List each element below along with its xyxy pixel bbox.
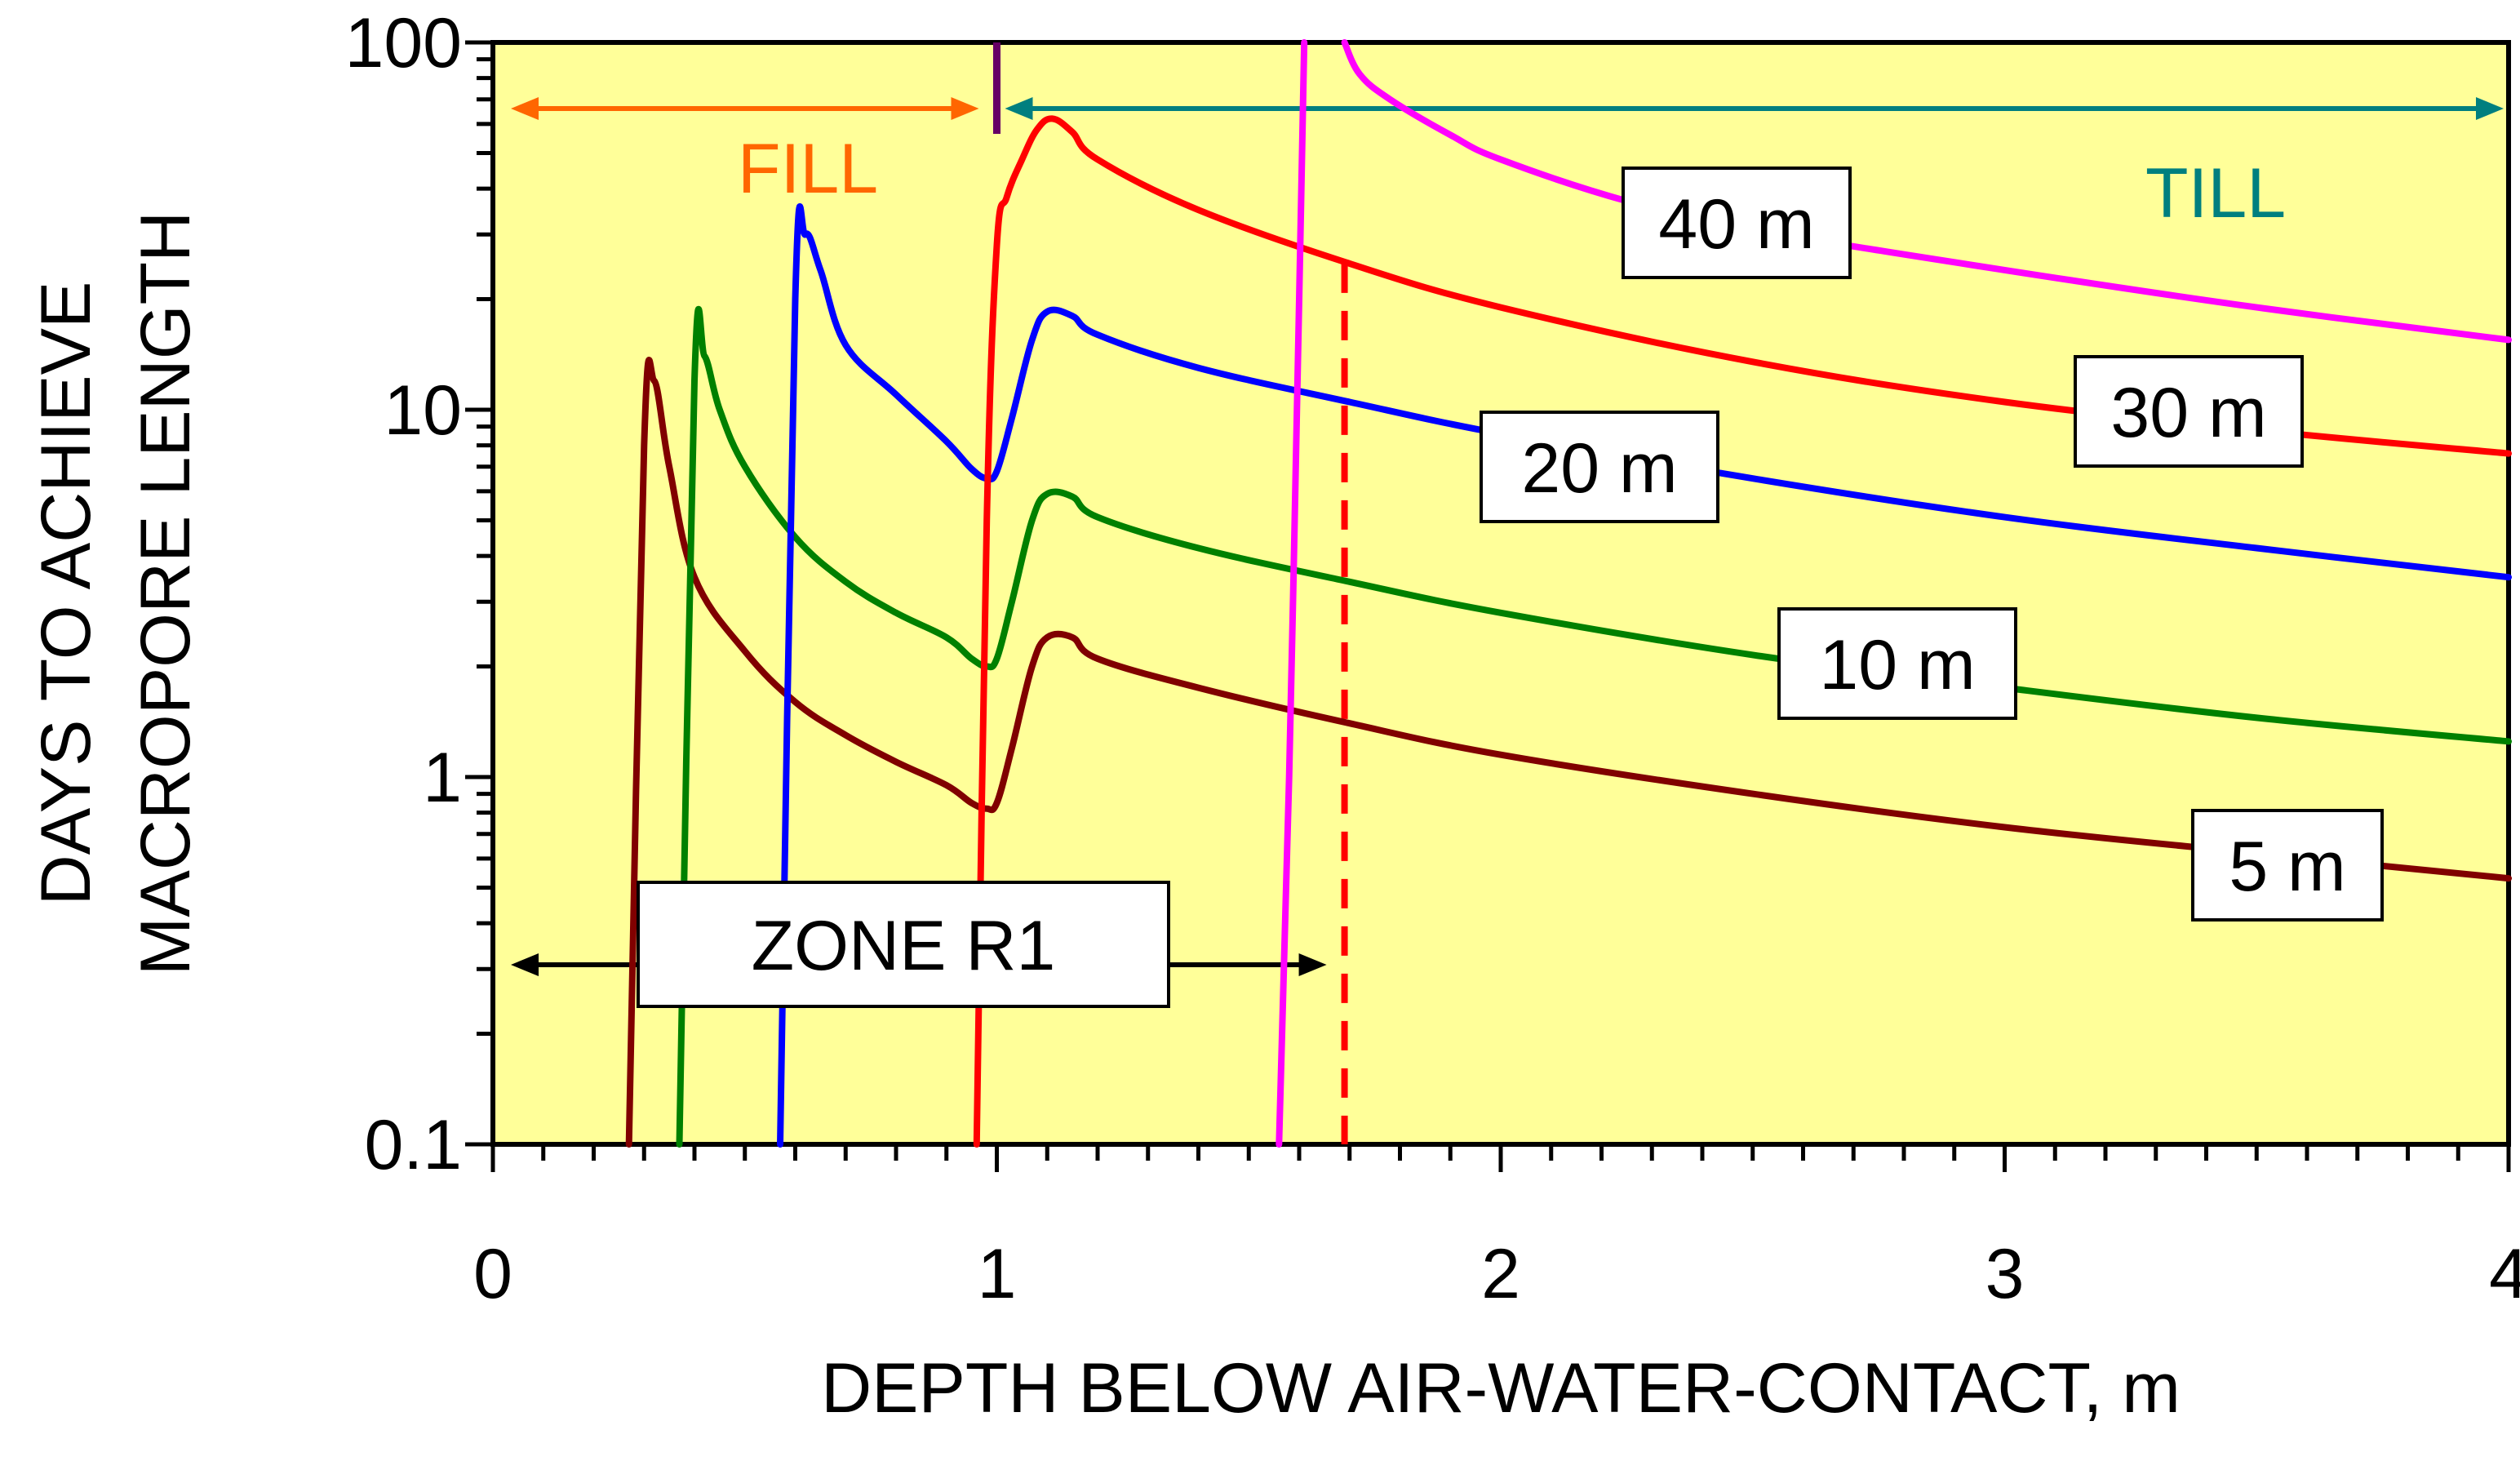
- series-label-5-m: 5 m: [2191, 809, 2384, 922]
- zone-r1-label: ZONE R1: [637, 881, 1170, 1008]
- x-tick-label: 1: [978, 1235, 1017, 1313]
- zone-arrow-head-right: [1298, 953, 1327, 976]
- series-label-30-m-text: 30 m: [2110, 374, 2266, 452]
- y-axis-title-line1: DAYS TO ACHIEVE: [27, 282, 105, 906]
- zone-r1-label-text: ZONE R1: [752, 907, 1056, 985]
- x-tick-label: 0: [473, 1235, 512, 1313]
- series-label-40-m-text: 40 m: [1658, 185, 1814, 264]
- y-axis-title-line2: MACROPORE LENGTH: [126, 211, 205, 976]
- series-label-10-m-box: [1777, 607, 2017, 720]
- series-label-5-m-text: 5 m: [2229, 828, 2345, 906]
- series-line-20-m: [777, 203, 2512, 1148]
- series-label-10-m: 10 m: [1777, 607, 2017, 720]
- x-tick-label: 4: [2489, 1235, 2520, 1313]
- fill-arrow-head-right: [951, 97, 979, 120]
- till-arrow-head-right: [2476, 97, 2504, 120]
- x-tick-label: 3: [1985, 1235, 2025, 1313]
- fill-arrow-head-left: [511, 97, 539, 120]
- till-arrow-head-left: [1005, 97, 1033, 120]
- x-tick-label: 2: [1481, 1235, 1520, 1313]
- series-label-20-m-text: 20 m: [1521, 429, 1677, 508]
- series-line-5-m: [625, 357, 2512, 1148]
- fill-arrow: [511, 97, 979, 120]
- series-label-5-m-box: [2191, 809, 2384, 922]
- zone-r1-label-box: [637, 881, 1170, 1008]
- fill-label: FILL: [738, 130, 878, 208]
- series-label-20-m: 20 m: [1480, 411, 1719, 523]
- series-label-10-m-text: 10 m: [1819, 626, 1975, 704]
- y-tick-label: 0.1: [364, 1106, 462, 1184]
- axis-ticks: [465, 40, 2511, 1172]
- series-label-20-m-box: [1480, 411, 1719, 523]
- series-label-30-m: 30 m: [2074, 355, 2304, 468]
- tick-labels: 0 1 2 3 4 0.1 1 10 100: [345, 4, 2520, 1313]
- series-label-40-m-box: [1622, 167, 1852, 279]
- x-axis-title: DEPTH BELOW AIR-WATER-CONTACT, m: [821, 1349, 2181, 1428]
- zone-arrow-head-left: [511, 953, 539, 976]
- y-tick-label: 10: [384, 371, 462, 450]
- y-tick-label: 100: [345, 4, 463, 82]
- series-label-40-m: 40 m: [1622, 167, 1852, 279]
- y-tick-label: 1: [423, 739, 462, 817]
- series-line-30-m: [973, 115, 2512, 1148]
- series-label-30-m-box: [2074, 355, 2304, 468]
- series-labels: 5 m 10 m 20 m 30 m 40 m ZONE R1: [637, 167, 2384, 1008]
- series-line-40-m: [1276, 39, 1308, 1148]
- till-label: TILL: [2145, 154, 2286, 233]
- till-arrow: [1005, 97, 2504, 120]
